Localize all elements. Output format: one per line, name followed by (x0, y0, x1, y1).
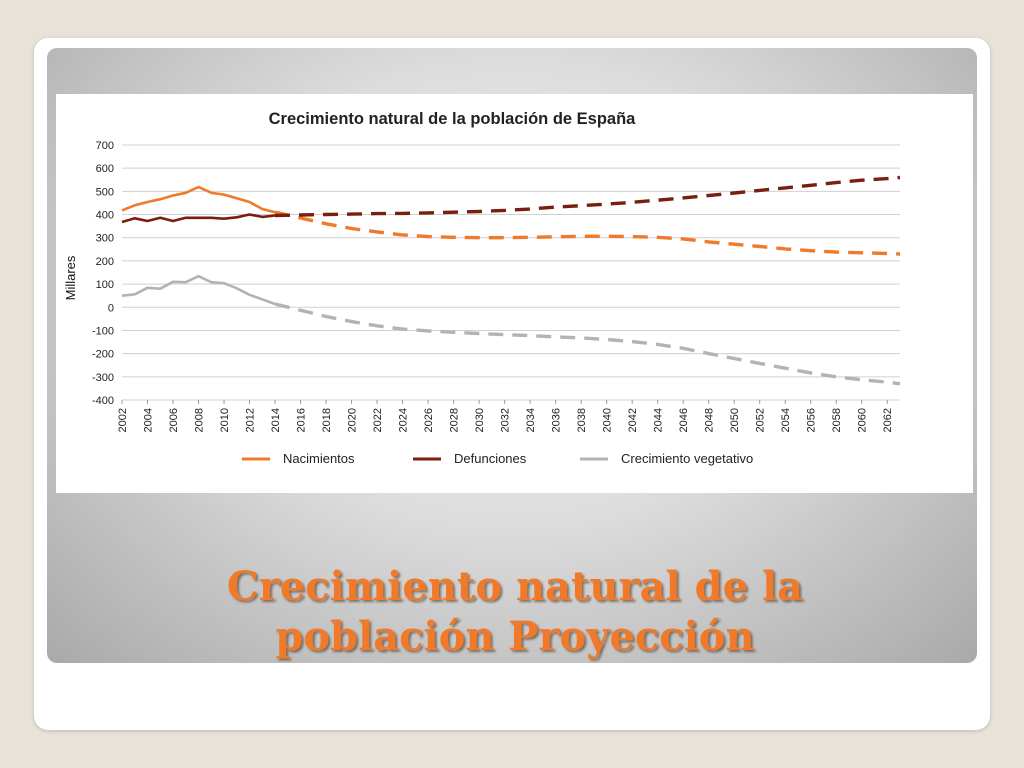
chart-container: Crecimiento natural de la población de E… (56, 94, 973, 493)
y-tick-label: 0 (108, 302, 114, 314)
x-tick-label: 2054 (780, 408, 792, 432)
x-tick-label: 2002 (117, 408, 129, 432)
x-tick-label: 2060 (857, 408, 869, 432)
slide-title-line-2: población Proyección (275, 613, 755, 660)
series-lines (121, 175, 901, 386)
x-tick-label: 2058 (831, 408, 843, 432)
legend-label: Crecimiento vegetativo (621, 451, 753, 466)
y-tick-label: -100 (92, 325, 114, 337)
x-tick-label: 2004 (143, 408, 155, 432)
y-tick-label: 100 (96, 279, 114, 291)
y-tick-label: 500 (96, 186, 114, 198)
y-tick-labels: 700 600 500 400 300 200 100 0 -100 -200 -300 -400 (92, 140, 114, 407)
series-line-crecimiento-vegetativo-projected (274, 302, 901, 386)
y-tick-label: -300 (92, 372, 114, 384)
series-line-nacimientos-observed (121, 185, 276, 214)
x-tick-label: 2044 (653, 408, 665, 432)
x-tick-label: 2062 (882, 408, 894, 432)
legend: Nacimientos Defunciones Crecimiento vegeta… (242, 451, 753, 466)
x-tick-label: 2050 (729, 408, 741, 432)
x-tick-label: 2034 (525, 408, 537, 432)
grid-lines (121, 144, 900, 404)
legend-label: Defunciones (454, 451, 527, 466)
x-tick-label: 2024 (398, 408, 410, 432)
x-tick-label: 2014 (270, 408, 282, 432)
y-axis-label: Millares (63, 255, 78, 300)
line-chart: Crecimiento natural de la población de E… (63, 110, 901, 466)
slide-title: Crecimiento natural de la población Proy… (100, 562, 930, 662)
x-tick-label: 2030 (474, 408, 486, 432)
y-tick-label: -200 (92, 349, 114, 361)
y-tick-label: 200 (96, 256, 114, 268)
series-line-defunciones-projected (274, 175, 901, 218)
series-line-nacimientos-projected (274, 210, 901, 256)
slide-title-line-1: Crecimiento natural de la (226, 563, 804, 610)
x-tick-label: 2040 (602, 408, 614, 432)
x-tick-label: 2026 (423, 408, 435, 432)
x-tick-label: 2048 (704, 408, 716, 432)
y-tick-label: 600 (96, 163, 114, 175)
y-tick-label: 700 (96, 140, 114, 152)
x-tick-label: 2032 (500, 408, 512, 432)
y-tick-label: -400 (92, 395, 114, 407)
x-tick-label: 2012 (245, 408, 257, 432)
x-tick-label: 2020 (347, 408, 359, 432)
x-tick-label: 2016 (296, 408, 308, 432)
x-tick-labels: 2002 2004 2006 2008 2010 2012 2014 2016 2018 2020… (117, 408, 894, 432)
y-tick-label: 400 (96, 210, 114, 222)
x-tick-label: 2008 (194, 408, 206, 432)
x-tick-label: 2018 (321, 408, 333, 432)
x-tick-label: 2042 (627, 408, 639, 432)
x-tick-label: 2052 (755, 408, 767, 432)
x-tick-label: 2038 (576, 408, 588, 432)
x-tick-label: 2006 (168, 408, 180, 432)
chart-title: Crecimiento natural de la población de E… (269, 110, 637, 128)
y-tick-label: 300 (96, 233, 114, 245)
x-tick-label: 2036 (551, 408, 563, 432)
x-tick-label: 2028 (449, 408, 461, 432)
series-line-crecimiento-vegetativo-observed (121, 274, 276, 306)
x-tick-label: 2022 (372, 408, 384, 432)
legend-label: Nacimientos (283, 451, 355, 466)
series-line-defunciones-observed (121, 213, 276, 224)
x-tick-label: 2056 (806, 408, 818, 432)
x-tick-label: 2046 (678, 408, 690, 432)
x-tick-label: 2010 (219, 408, 231, 432)
